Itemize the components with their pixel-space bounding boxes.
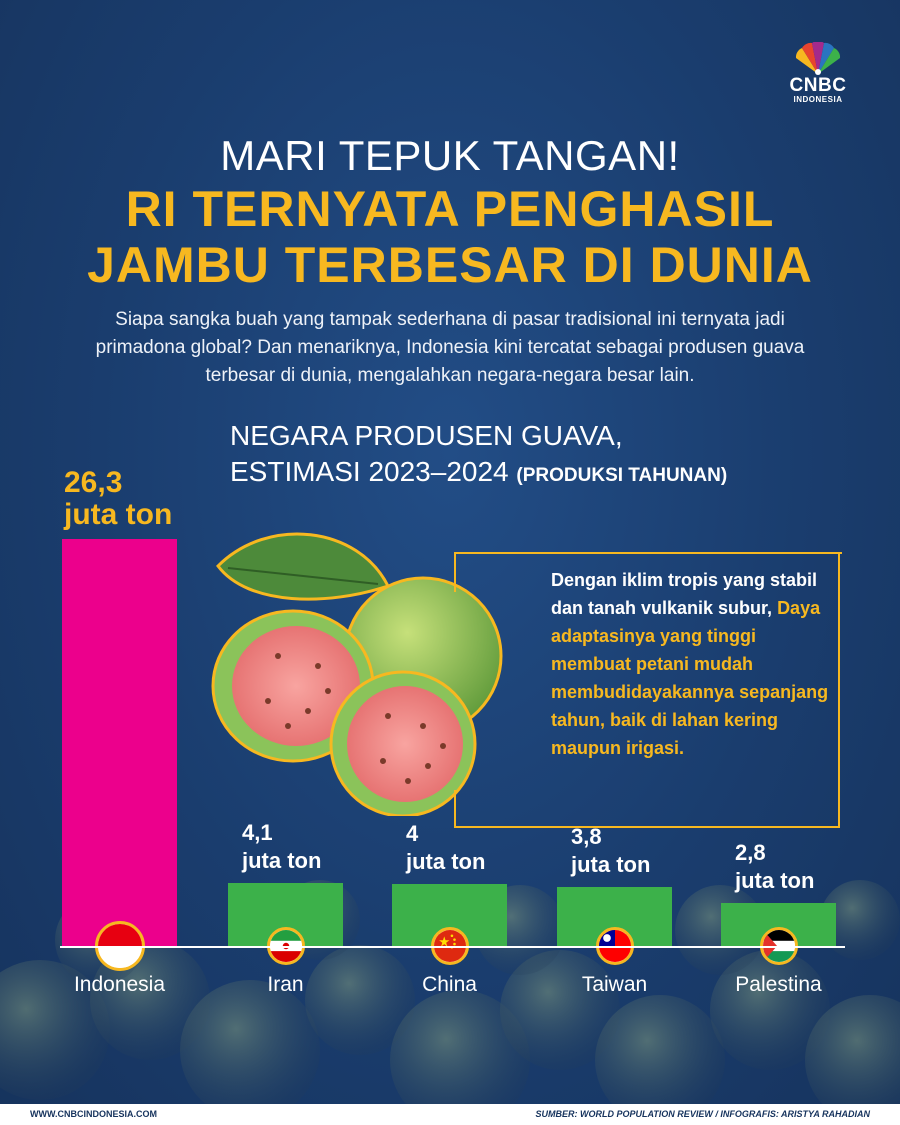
footer-source: SUMBER: WORLD POPULATION REVIEW / INFOGR… [535, 1109, 870, 1119]
callout-border-top [454, 552, 842, 554]
value-label-taiwan: 3,8 juta ton [571, 823, 650, 879]
callout-border-left [454, 552, 456, 592]
value-unit: juta ton [571, 852, 651, 877]
value-number: 3,8 [571, 824, 602, 849]
source-name: WORLD POPULATION REVIEW [579, 1109, 713, 1119]
chart-title: NEGARA PRODUSEN GUAVA, ESTIMASI 2023–202… [230, 418, 727, 494]
value-number: 4 [406, 821, 419, 846]
headline-line1: MARI TEPUK TANGAN! [220, 132, 680, 179]
chart-title-line2: ESTIMASI 2023–2024 [230, 456, 509, 487]
source-sep: / INFOGRAFIS: [712, 1109, 781, 1119]
chart-title-suffix: (PRODUKSI TAHUNAN) [516, 465, 728, 486]
peacock-icon [795, 42, 841, 75]
callout-text: Dengan iklim tropis yang stabil dan tana… [551, 566, 831, 762]
headline-line3: JAMBU TERBESAR DI DUNIA [87, 237, 813, 293]
chart-baseline [60, 946, 845, 948]
intro-paragraph: Siapa sangka buah yang tampak sederhana … [95, 309, 805, 386]
category-label-iran: Iran [267, 973, 304, 996]
callout-text-highlight: Daya adaptasinya yang tinggi membuat pet… [551, 598, 829, 758]
value-label-palestina: 2,8 juta ton [735, 839, 814, 895]
category-label-palestina: Palestina [735, 973, 822, 996]
category-label-indonesia: Indonesia [73, 973, 166, 996]
value-number: 26,3 [64, 466, 123, 499]
value-number: 2,8 [735, 840, 766, 865]
category-label-taiwan: Taiwan [581, 973, 648, 996]
brand-name: CNBC [789, 75, 847, 96]
headline-line2: RI TERNYATA PENGHASIL [125, 181, 775, 237]
guava-illustration [211, 532, 503, 816]
chart-title-line1: NEGARA PRODUSEN GUAVA, [230, 420, 623, 451]
value-unit: juta ton [406, 849, 486, 874]
source-label: SUMBER: [535, 1109, 580, 1119]
footer: WWW.CNBCINDONESIA.COM SUMBER: WORLD POPU… [0, 1104, 900, 1125]
value-unit: juta ton [242, 848, 322, 873]
category-label-china: China [422, 973, 477, 996]
callout-border-left-lower [454, 790, 456, 828]
value-label-iran: 4,1 juta ton [242, 819, 321, 875]
value-number: 4,1 [242, 820, 273, 845]
value-label-indonesia: 26,3 juta ton [64, 467, 172, 531]
value-unit: juta ton [735, 868, 815, 893]
bar-indonesia [62, 539, 177, 946]
source-author: ARISTYA RAHADIAN [781, 1109, 870, 1119]
callout-box [454, 552, 840, 828]
value-label-china: 4 juta ton [406, 820, 485, 876]
footer-site: WWW.CNBCINDONESIA.COM [30, 1109, 157, 1119]
cnbc-logo: CNBC INDONESIA [778, 42, 858, 114]
value-unit: juta ton [64, 498, 173, 531]
brand-sub: INDONESIA [793, 95, 843, 104]
callout-text-plain: Dengan iklim tropis yang stabil dan tana… [551, 570, 818, 618]
